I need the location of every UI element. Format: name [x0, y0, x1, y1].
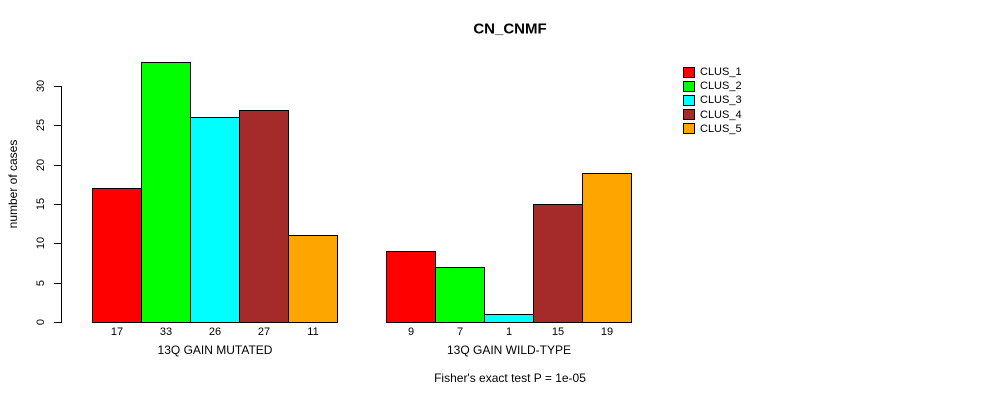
bar-value-label: 11: [307, 326, 319, 338]
y-axis-tick: [54, 125, 62, 127]
bar-value-label: 1: [505, 326, 513, 338]
bar-value-label: 9: [407, 326, 415, 338]
chart-title: CN_CNMF: [473, 20, 547, 38]
bar-value-label: 15: [551, 326, 565, 338]
bar-clus_3-2: [484, 314, 534, 323]
legend-item-clus_4: CLUS_4: [683, 108, 742, 122]
bar-clus_5-1: [288, 235, 338, 323]
bar-clus_2-1: [141, 62, 191, 323]
bar-clus_1-1: [92, 188, 142, 323]
y-axis-tick: [54, 86, 62, 87]
y-axis-tick: [54, 322, 62, 323]
bar-clus_4-2: [533, 204, 583, 323]
legend-label: CLUS_2: [700, 80, 742, 93]
legend-item-clus_2: CLUS_2: [683, 79, 742, 93]
legend-item-clus_3: CLUS_3: [683, 93, 742, 107]
y-axis-label: number of cases: [6, 139, 20, 229]
legend-swatch: [683, 94, 695, 106]
legend: CLUS_1 CLUS_2 CLUS_3 CLUS_4 CLUS_5: [683, 65, 742, 136]
y-axis-tick: [54, 243, 62, 245]
legend-swatch: [683, 109, 695, 121]
y-axis-tick-label: 15: [35, 197, 47, 211]
bar-clus_5-2: [582, 172, 632, 323]
y-axis-tick-label: 25: [35, 119, 47, 132]
bar-clus_2-2: [435, 266, 485, 323]
legend-swatch: [683, 66, 695, 78]
y-axis-tick-label: 30: [35, 79, 47, 93]
bar-clus_3-1: [190, 117, 240, 323]
bar-value-label: 17: [110, 326, 124, 338]
legend-label: CLUS_1: [700, 66, 742, 79]
bar-value-label: 27: [257, 326, 271, 338]
fisher-test-note: Fisher's exact test P = 1e-05: [434, 371, 586, 385]
legend-label: CLUS_3: [700, 94, 742, 107]
legend-label: CLUS_5: [700, 122, 742, 135]
bar-value-label: 19: [600, 326, 614, 338]
y-axis-tick: [54, 204, 62, 205]
legend-swatch: [683, 80, 695, 92]
bar-value-label: 7: [456, 326, 464, 338]
legend-item-clus_1: CLUS_1: [683, 65, 742, 79]
bar-clus_1-2: [386, 251, 436, 323]
y-axis-tick-label: 10: [35, 237, 47, 250]
x-axis-group-label: 13Q GAIN MUTATED: [157, 343, 273, 357]
y-axis-tick: [54, 164, 62, 166]
x-axis-group-label: 13Q GAIN WILD-TYPE: [446, 343, 572, 357]
y-axis-tick-label: 5: [35, 279, 47, 286]
bar-value-label: 26: [208, 326, 222, 338]
legend-swatch: [683, 123, 695, 135]
bar-value-label: 33: [159, 326, 173, 338]
y-axis-tick-label: 20: [35, 158, 47, 171]
legend-item-clus_5: CLUS_5: [683, 122, 742, 136]
bar-clus_4-1: [239, 109, 289, 323]
legend-label: CLUS_4: [700, 108, 742, 121]
y-axis-tick-label: 0: [35, 318, 47, 326]
y-axis-tick: [54, 282, 62, 284]
